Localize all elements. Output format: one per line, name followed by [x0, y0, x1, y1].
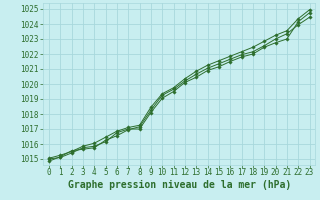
X-axis label: Graphe pression niveau de la mer (hPa): Graphe pression niveau de la mer (hPa): [68, 180, 291, 190]
